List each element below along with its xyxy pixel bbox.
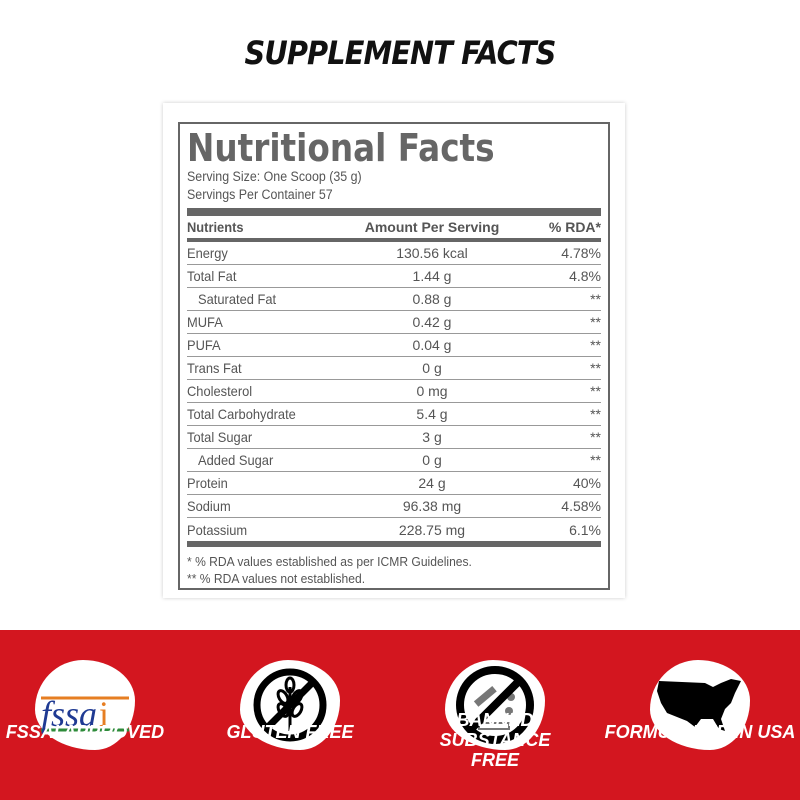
- nutrient-name: Protein: [187, 475, 228, 491]
- badge-banned-free: [395, 660, 595, 750]
- rda: **: [590, 360, 601, 376]
- amount: 5.4 g: [416, 406, 448, 422]
- fssai-logo: fssai: [41, 694, 129, 734]
- table-row: Energy 130.56 kcal 4.78%: [187, 242, 601, 265]
- nutrient-name: Added Sugar: [198, 452, 274, 468]
- table-header: Nutrients Amount Per Serving % RDA*: [187, 216, 601, 242]
- rda: 4.78%: [561, 245, 601, 261]
- col-rda: % RDA*: [548, 219, 601, 235]
- badge-label: FORMULATED IN USA: [604, 722, 796, 742]
- footnote: ** % RDA values not established.: [187, 571, 366, 586]
- nutrient-name: Total Sugar: [187, 429, 253, 445]
- rda: **: [590, 337, 601, 353]
- table-row: Cholesterol 0 mg **: [187, 380, 601, 403]
- table-row: Trans Fat 0 g **: [187, 357, 601, 380]
- amount: 0 g: [422, 452, 442, 468]
- nutrient-name: MUFA: [187, 314, 223, 330]
- nutrient-name: Potassium: [187, 521, 248, 538]
- amount: 96.38 mg: [402, 498, 462, 514]
- table-row: Sodium 96.38 mg 4.58%: [187, 495, 601, 518]
- col-amount: Amount Per Serving: [364, 219, 500, 235]
- badge-fssai: fssai: [0, 660, 185, 750]
- badge-usa: [600, 660, 800, 750]
- table-row: Total Fat 1.44 g 4.8%: [187, 265, 601, 288]
- badge-label: BANNED SUBSTANCE FREE: [439, 710, 551, 770]
- footnote: * % RDA values established as per ICMR G…: [187, 554, 472, 569]
- no-wheat-icon: [253, 668, 327, 742]
- rda: 40%: [572, 475, 601, 491]
- servings-per-container: Servings Per Container 57: [187, 187, 333, 202]
- rda: 6.1%: [569, 521, 601, 538]
- table-row: Potassium 228.75 mg 6.1%: [187, 518, 601, 541]
- nutrition-panel: Nutritional Facts Serving Size: One Scoo…: [178, 122, 610, 590]
- badge-label: FSSAI APPROVED: [5, 722, 165, 742]
- rda: 4.58%: [561, 498, 601, 514]
- panel-title: Nutritional Facts: [187, 126, 495, 170]
- badge-gluten-free: [190, 660, 390, 750]
- amount: 0.88 g: [412, 291, 452, 307]
- table-row: Protein 24 g 40%: [187, 472, 601, 495]
- badges-band: fssai FSSAI APPROVED GLUTEN FREE BANNED …: [0, 630, 800, 800]
- amount: 228.75 mg: [398, 521, 466, 538]
- divider: [187, 208, 601, 216]
- amount: 3 g: [422, 429, 442, 445]
- rda: **: [590, 452, 601, 468]
- nutrient-name: Cholesterol: [187, 383, 253, 399]
- amount: 24 g: [418, 475, 446, 491]
- nutrient-name: Total Fat: [187, 268, 237, 284]
- serving-size: Serving Size: One Scoop (35 g): [187, 169, 362, 184]
- no-drugs-icon: [455, 665, 534, 744]
- nutrient-name: PUFA: [187, 337, 221, 353]
- table-row: MUFA 0.42 g **: [187, 311, 601, 334]
- nutrient-name: Saturated Fat: [198, 291, 277, 307]
- table-row: Total Sugar 3 g **: [187, 426, 601, 449]
- nutrient-name: Sodium: [187, 498, 231, 514]
- nutrient-name: Total Carbohydrate: [187, 406, 296, 422]
- rda: **: [590, 314, 601, 330]
- table-row: Total Carbohydrate 5.4 g **: [187, 403, 601, 426]
- amount: 0 mg: [416, 383, 448, 399]
- amount: 0.04 g: [412, 337, 452, 353]
- amount: 130.56 kcal: [396, 245, 468, 261]
- rda: **: [590, 291, 601, 307]
- amount: 0 g: [422, 360, 442, 376]
- amount: 0.42 g: [412, 314, 452, 330]
- amount: 1.44 g: [412, 268, 452, 284]
- nutrient-name: Energy: [187, 245, 228, 261]
- nutrient-name: Trans Fat: [187, 360, 242, 376]
- rda: **: [590, 406, 601, 422]
- table-row: PUFA 0.04 g **: [187, 334, 601, 357]
- rda: **: [590, 429, 601, 445]
- divider: [187, 541, 601, 547]
- nutrition-card: Nutritional Facts Serving Size: One Scoo…: [163, 103, 625, 598]
- usa-map-icon: [657, 679, 741, 731]
- badge-label: GLUTEN FREE: [226, 722, 354, 742]
- col-nutrients: Nutrients: [187, 219, 244, 235]
- page-title: SUPPLEMENT FACTS: [244, 34, 557, 72]
- table-row: Saturated Fat 0.88 g **: [187, 288, 601, 311]
- rda: **: [590, 383, 601, 399]
- rda: 4.8%: [569, 268, 601, 284]
- table-row: Added Sugar 0 g **: [187, 449, 601, 472]
